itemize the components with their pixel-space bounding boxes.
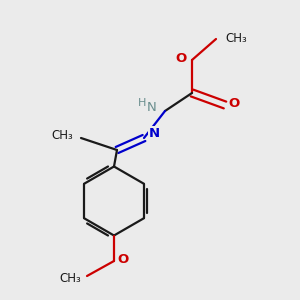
Text: O: O [176, 52, 187, 65]
Text: H: H [138, 98, 147, 109]
Text: N: N [146, 101, 156, 114]
Text: CH₃: CH₃ [225, 32, 247, 46]
Text: O: O [228, 97, 240, 110]
Text: CH₃: CH₃ [59, 272, 81, 285]
Text: O: O [117, 253, 129, 266]
Text: N: N [149, 127, 160, 140]
Text: CH₃: CH₃ [52, 129, 74, 142]
